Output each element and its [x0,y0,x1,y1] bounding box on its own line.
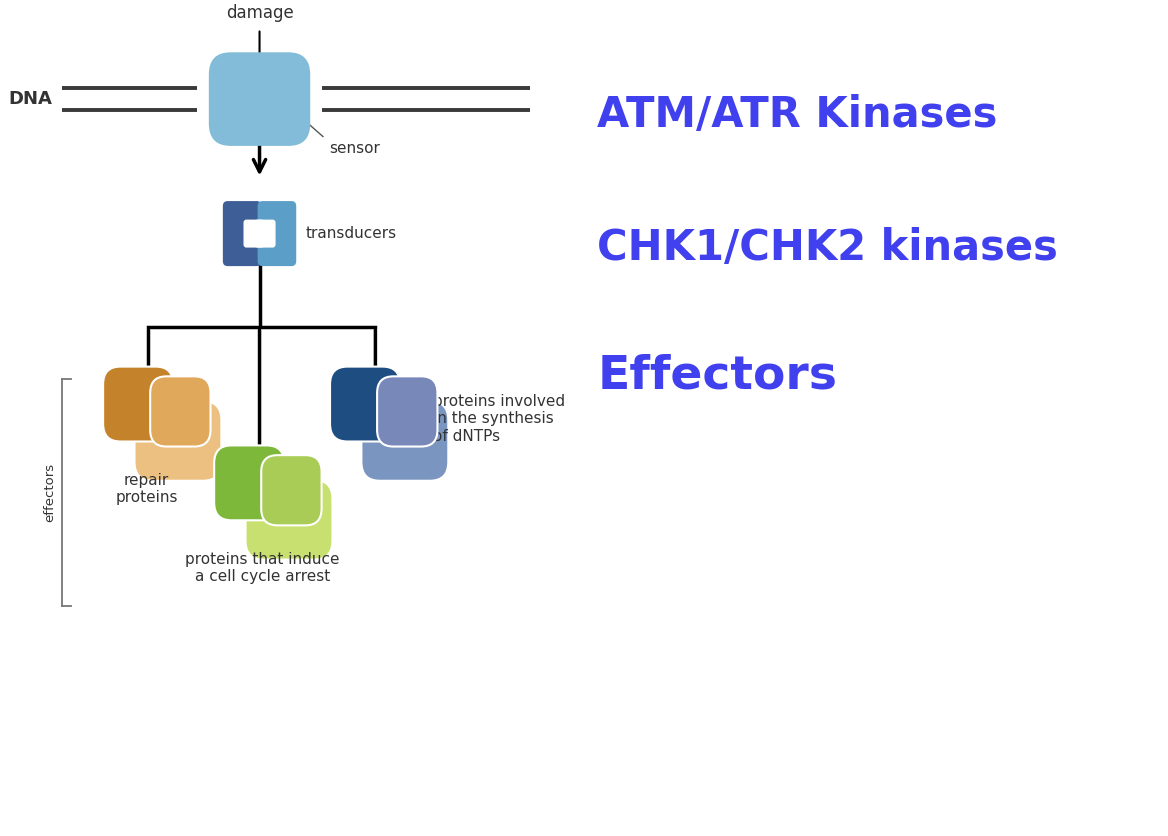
FancyBboxPatch shape [331,367,399,441]
Text: effectors: effectors [43,463,56,522]
FancyBboxPatch shape [255,220,276,247]
Text: repair
proteins: repair proteins [116,473,178,506]
Text: damage: damage [225,3,293,22]
FancyBboxPatch shape [223,201,262,266]
FancyBboxPatch shape [262,455,321,525]
FancyBboxPatch shape [103,367,173,441]
Text: ATM/ATR Kinases: ATM/ATR Kinases [598,94,997,136]
FancyBboxPatch shape [245,480,333,559]
FancyBboxPatch shape [209,53,311,146]
Text: CHK1/CHK2 kinases: CHK1/CHK2 kinases [598,227,1058,269]
Text: proteins that induce
a cell cycle arrest: proteins that induce a cell cycle arrest [186,552,340,584]
FancyBboxPatch shape [377,376,438,446]
FancyBboxPatch shape [134,401,222,481]
FancyBboxPatch shape [258,201,297,266]
FancyBboxPatch shape [151,376,210,446]
FancyBboxPatch shape [243,220,264,247]
Text: transducers: transducers [306,226,397,241]
Text: DNA: DNA [8,90,51,108]
FancyBboxPatch shape [361,401,449,481]
Text: proteins involved
in the synthesis
of dNTPs: proteins involved in the synthesis of dN… [433,394,565,444]
Text: sensor: sensor [329,141,380,156]
Text: Effectors: Effectors [598,354,837,399]
FancyBboxPatch shape [214,446,284,520]
